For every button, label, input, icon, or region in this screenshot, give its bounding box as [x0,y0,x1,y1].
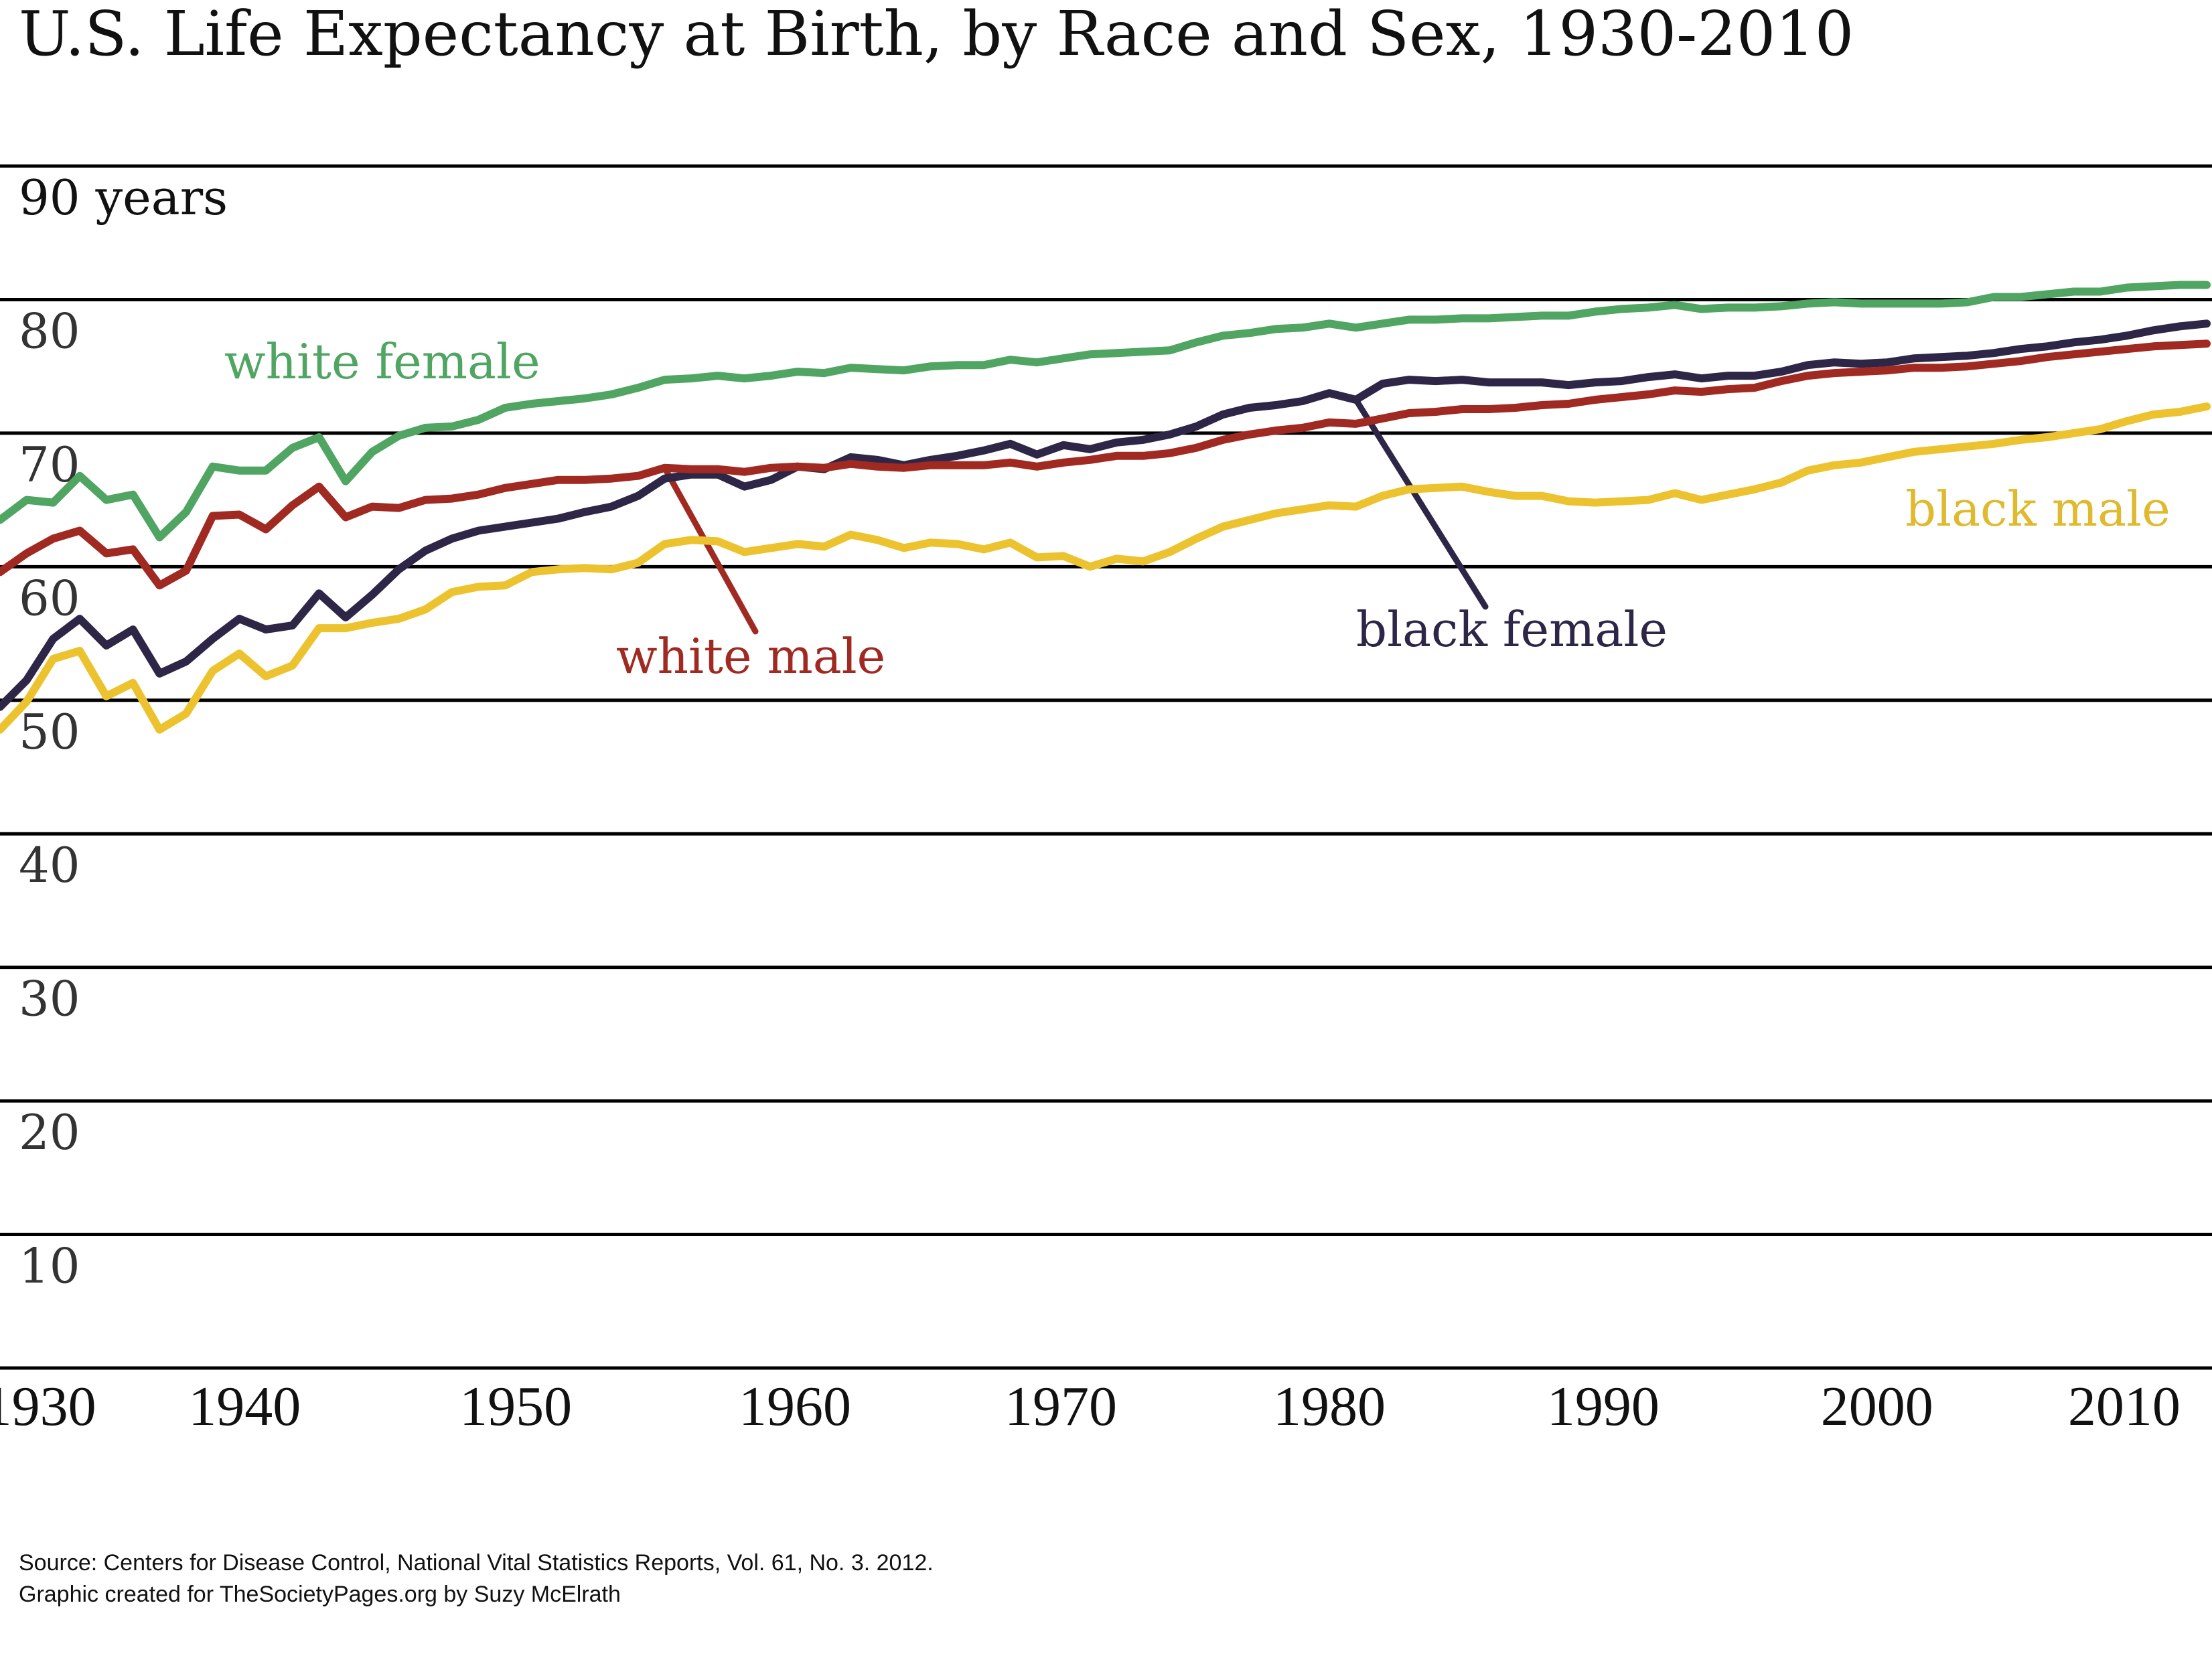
x-tick-label: 1950 [459,1375,572,1438]
y-tick-label: 80 [19,303,80,359]
gridlines [0,164,2212,1370]
y-tick-label: 60 [19,570,80,626]
credit-note: Graphic created for TheSocietyPages.org … [19,1582,621,1607]
series-line-black-male [0,402,2211,734]
y-tick-label: 90 years [19,169,228,226]
x-tick-label: 1960 [739,1375,851,1438]
x-axis-labels: 1930 1940 1950 1960 1970 1980 1990 2000 2010 [0,1375,2181,1438]
y-tick-label: 50 [19,704,80,760]
x-tick-label: 1970 [1005,1375,1117,1438]
series-label-white-female: white female [224,333,540,390]
x-tick-label: 1930 [0,1375,96,1438]
leader-line-black-female [1353,396,1489,610]
x-tick-label: 2010 [2068,1375,2181,1438]
chart-title: U.S. Life Expectancy at Birth, by Race a… [19,0,1854,70]
series-line-white-male [0,339,2211,590]
series-label-black-male: black male [1905,481,2170,537]
source-note: Source: Centers for Disease Control, Nat… [19,1550,934,1576]
y-tick-label: 20 [19,1104,80,1160]
series-line-black-female [0,319,2211,711]
y-tick-label: 30 [19,971,80,1027]
series-labels: white female white male black female black … [224,333,2170,684]
x-tick-label: 2000 [1821,1375,1933,1438]
y-tick-label: 40 [19,837,80,893]
series-label-black-female: black female [1356,601,1668,658]
series-lines [0,281,2211,734]
x-tick-label: 1940 [188,1375,301,1438]
label-leader-lines [661,396,1489,635]
series-line-white-female [0,281,2211,542]
x-tick-label: 1980 [1273,1375,1386,1438]
leader-line-white-male [661,465,759,635]
series-label-white-male: white male [616,628,885,684]
y-tick-label: 10 [19,1238,80,1294]
x-tick-label: 1990 [1547,1375,1660,1438]
